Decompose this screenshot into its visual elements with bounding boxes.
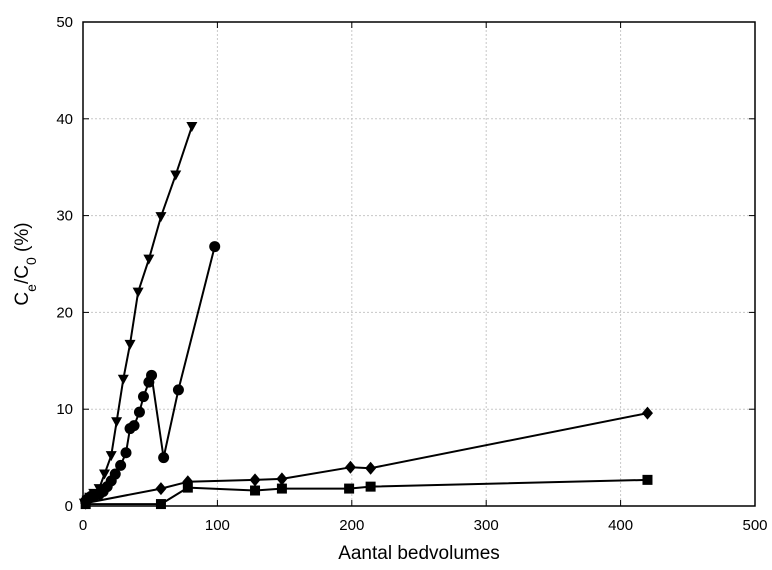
x-tick-label: 400 bbox=[608, 517, 633, 534]
diamond-marker bbox=[276, 472, 288, 486]
triangle-down-marker bbox=[117, 374, 129, 385]
series-layer bbox=[78, 122, 653, 510]
triangle-down-marker bbox=[99, 469, 111, 480]
circle-marker bbox=[209, 241, 221, 253]
triangle-down-marker bbox=[143, 254, 155, 265]
square-marker bbox=[80, 499, 91, 510]
series-4 bbox=[80, 474, 653, 510]
diamond-marker bbox=[344, 460, 356, 474]
plot-frame bbox=[82, 21, 756, 507]
square-marker bbox=[365, 481, 376, 492]
circle-marker bbox=[120, 447, 132, 459]
y-tick-label: 20 bbox=[56, 304, 73, 321]
y-tick-label: 10 bbox=[56, 401, 73, 418]
diamond-marker bbox=[249, 473, 261, 487]
x-tick-label: 300 bbox=[474, 517, 499, 534]
x-tick-label: 100 bbox=[205, 517, 230, 534]
circle-marker bbox=[109, 468, 121, 480]
circle-marker bbox=[133, 406, 145, 418]
grid bbox=[83, 22, 755, 506]
circle-marker bbox=[128, 420, 140, 432]
triangle-down-marker bbox=[155, 212, 167, 223]
y-tick-label: 40 bbox=[56, 111, 73, 128]
triangle-down-marker bbox=[170, 170, 182, 181]
x-tick-label: 0 bbox=[79, 517, 87, 534]
square-marker bbox=[155, 499, 166, 510]
series-line bbox=[83, 126, 193, 504]
square-marker bbox=[182, 482, 193, 493]
triangle-down-marker bbox=[186, 122, 198, 133]
diamond-marker bbox=[641, 406, 653, 420]
circle-marker bbox=[158, 452, 170, 464]
triangle-down-marker bbox=[124, 339, 136, 350]
ticks bbox=[82, 21, 756, 507]
diamond-marker bbox=[365, 461, 377, 475]
y-tick-label: 50 bbox=[56, 14, 73, 31]
tick-labels: 0 100 200 300 400 500 0 10 20 30 40 50 bbox=[56, 14, 767, 534]
series-2 bbox=[80, 241, 221, 507]
circle-marker bbox=[115, 459, 127, 471]
diamond-marker bbox=[155, 482, 167, 496]
circle-marker bbox=[146, 369, 158, 381]
square-marker bbox=[642, 474, 653, 485]
square-marker bbox=[344, 483, 355, 494]
series-1 bbox=[78, 122, 198, 509]
circle-marker bbox=[137, 391, 149, 403]
x-tick-label: 500 bbox=[742, 517, 767, 534]
y-tick-label: 0 bbox=[65, 498, 73, 515]
triangle-down-marker bbox=[132, 287, 144, 298]
y-tick-label: 30 bbox=[56, 208, 73, 225]
triangle-down-marker bbox=[111, 417, 123, 428]
square-marker bbox=[276, 483, 287, 494]
y-axis-title: Ce/C0 (%) bbox=[12, 222, 39, 305]
triangle-down-marker bbox=[105, 451, 117, 462]
x-axis-title: Aantal bedvolumes bbox=[338, 543, 500, 564]
square-marker bbox=[250, 485, 261, 496]
circle-marker bbox=[172, 384, 184, 396]
x-tick-label: 200 bbox=[339, 517, 364, 534]
